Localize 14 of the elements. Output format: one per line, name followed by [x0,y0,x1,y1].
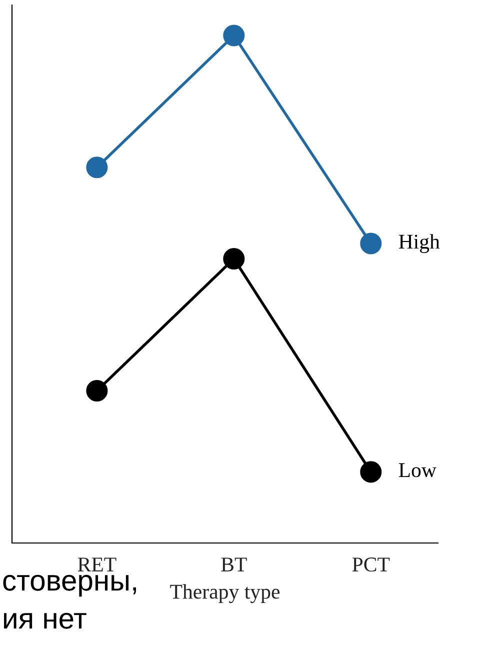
point [86,380,108,402]
series-label: High [398,234,440,254]
text: стоверны, [3,574,136,597]
series-label: Low [398,463,436,478]
point [360,232,382,254]
point [223,24,245,46]
x-tick-label: BT [221,558,247,572]
point [223,248,245,270]
x-axis-title: Therapy type [170,584,280,604]
x-tick-label: RET [78,558,116,572]
point [86,156,108,178]
x-tick-label: PCT [352,558,390,572]
point [360,461,382,483]
text: ия нет [4,612,86,629]
